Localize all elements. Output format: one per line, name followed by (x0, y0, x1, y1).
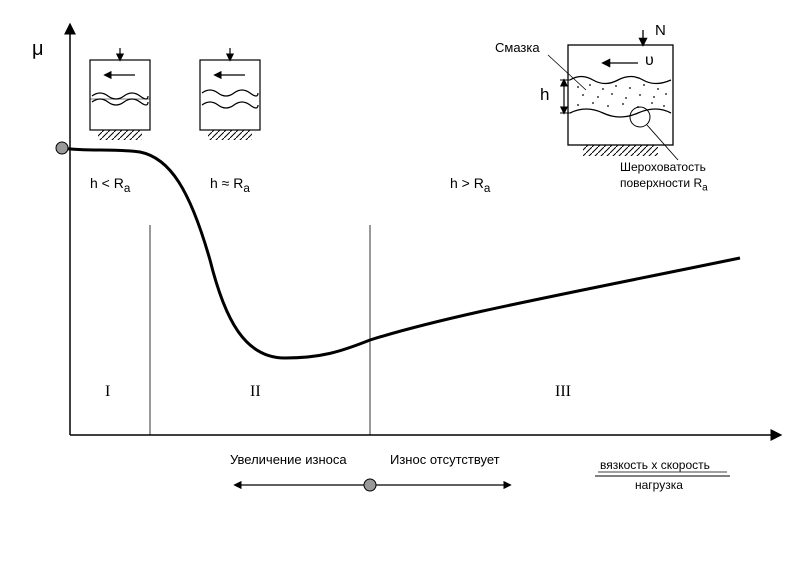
fraction-denominator: нагрузка (635, 478, 683, 492)
inset-regime-2 (200, 48, 260, 140)
no-wear-label: Износ отсутствует (390, 452, 500, 467)
fraction-numerator: вязкость x скорость (600, 458, 710, 472)
wear-arrow-marker (364, 479, 376, 491)
inset-regime-1 (90, 48, 150, 140)
roughness-label: Шероховатостьповерхности Ra (620, 160, 708, 194)
h-label-3: h > Ra (450, 175, 490, 195)
stribeck-diagram: μ I II III h < Ra h ≈ Ra h > Ra Увеличен… (0, 0, 795, 563)
velocity-label: υ (645, 52, 654, 70)
curve-start-marker (56, 142, 68, 154)
inset-regime-3 (548, 30, 678, 160)
gap-h-label: h (540, 85, 549, 105)
lubricant-label: Смазка (495, 40, 540, 55)
force-n-label: N (655, 22, 666, 39)
region-2-label: II (250, 383, 261, 401)
h-label-2: h ≈ Ra (210, 175, 250, 195)
y-axis-label: μ (32, 38, 44, 61)
region-1-label: I (105, 383, 110, 401)
h-label-1: h < Ra (90, 175, 130, 195)
wear-increase-label: Увеличение износа (230, 452, 347, 467)
region-3-label: III (555, 383, 571, 401)
